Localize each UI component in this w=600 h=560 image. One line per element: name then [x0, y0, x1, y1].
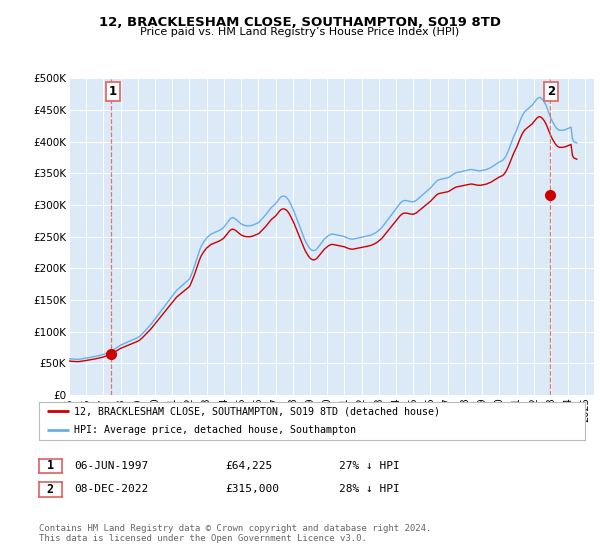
Text: HPI: Average price, detached house, Southampton: HPI: Average price, detached house, Sout…: [74, 424, 356, 435]
Text: Contains HM Land Registry data © Crown copyright and database right 2024.
This d: Contains HM Land Registry data © Crown c…: [39, 524, 431, 543]
Text: 27% ↓ HPI: 27% ↓ HPI: [339, 461, 400, 471]
Text: 08-DEC-2022: 08-DEC-2022: [74, 484, 148, 494]
Text: 1: 1: [47, 459, 54, 473]
Text: 06-JUN-1997: 06-JUN-1997: [74, 461, 148, 471]
Text: 2: 2: [547, 85, 556, 97]
Text: £64,225: £64,225: [225, 461, 272, 471]
Text: £315,000: £315,000: [225, 484, 279, 494]
Text: 12, BRACKLESHAM CLOSE, SOUTHAMPTON, SO19 8TD: 12, BRACKLESHAM CLOSE, SOUTHAMPTON, SO19…: [99, 16, 501, 29]
Text: Price paid vs. HM Land Registry’s House Price Index (HPI): Price paid vs. HM Land Registry’s House …: [140, 27, 460, 37]
Text: 28% ↓ HPI: 28% ↓ HPI: [339, 484, 400, 494]
Text: 2: 2: [47, 483, 54, 496]
Text: 12, BRACKLESHAM CLOSE, SOUTHAMPTON, SO19 8TD (detached house): 12, BRACKLESHAM CLOSE, SOUTHAMPTON, SO19…: [74, 407, 440, 417]
Text: 1: 1: [109, 85, 116, 97]
